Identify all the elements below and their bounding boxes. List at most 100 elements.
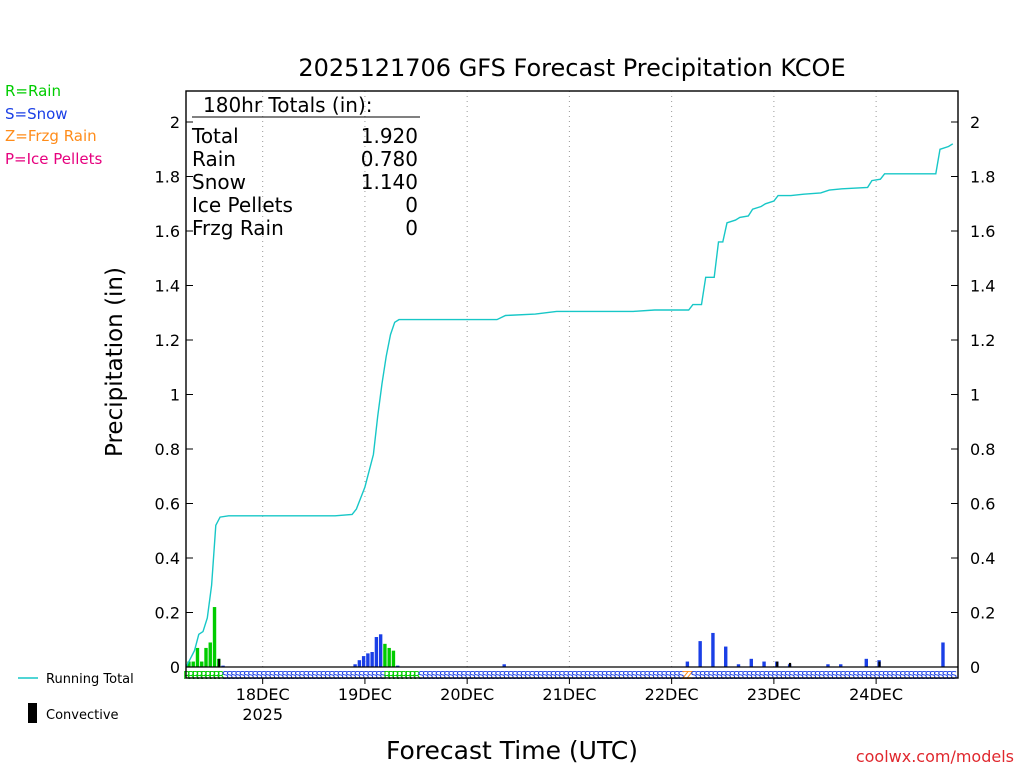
precip-bar [208,642,212,667]
ptype-marker: S [533,669,540,682]
ptype-marker: S [592,669,599,682]
ptype-marker: S [874,669,881,682]
ptype-marker: S [584,669,591,682]
y-tick-label-left: 0.8 [155,440,180,459]
ptype-marker: S [333,669,340,682]
precip-bar [378,634,383,667]
ptype-marker: S [337,669,344,682]
ptype-marker: S [848,669,855,682]
ptype-marker: S [507,669,514,682]
ptype-marker: S [925,669,932,682]
y-tick-label-left: 1.2 [155,331,180,350]
ptype-marker: S [482,669,489,682]
ptype-marker: S [639,669,646,682]
ptype-marker: R [204,669,212,682]
ptype-marker: S [857,669,864,682]
ptype-marker: S [286,669,293,682]
ptype-marker: S [307,669,314,682]
ptype-marker: S [891,669,898,682]
ptype-marker: S [690,669,697,682]
ptype-marker: S [669,669,676,682]
legend-running-total: Running Total [46,672,134,687]
running-total-line [185,143,954,668]
ptype-marker: S [929,669,936,682]
ptype-marker: R [392,669,400,682]
ptype-marker: S [678,669,685,682]
ptype-marker: S [273,669,280,682]
ptype-marker: S [750,669,757,682]
ptype-marker: S [903,669,910,682]
ptype-marker: S [912,669,919,682]
ptype-marker: S [324,669,331,682]
chart-title: 2025121706 GFS Forecast Precipitation KC… [298,54,845,82]
ptype-marker: S [567,669,574,682]
y-tick-label-right: 1.8 [970,168,995,187]
ptype-marker: R [192,669,200,682]
ptype-marker: S [367,669,374,682]
convective-bar [218,658,221,667]
ptype-marker: R [209,669,217,682]
ptype-marker: S [256,669,263,682]
precip-bar [941,642,945,667]
legend-frzg-rain: Z=Frzg Rain [5,127,97,145]
y-tick-label-right: 1 [970,386,980,405]
precip-bar [711,632,715,667]
ptype-marker: S [742,669,749,682]
precip-bar [502,664,506,667]
ptype-marker: S [797,669,804,682]
ptype-marker: S [908,669,915,682]
ptype-marker: S [801,669,808,682]
credit-link[interactable]: coolwx.com/models [856,747,1014,766]
precip-bar [396,665,400,667]
y-tick-label-right: 0.4 [970,549,995,568]
ptype-marker: R [187,669,195,682]
ptype-marker: S [341,669,348,682]
ptype-marker: S [239,669,246,682]
plot-frame [185,90,959,679]
ptype-marker: S [916,669,923,682]
ptype-marker: S [725,669,732,682]
legend-convective-swatch [28,703,37,723]
ptype-marker: S [375,669,382,682]
convective-bar [776,661,779,667]
y-tick-label-right: 1.6 [970,222,995,241]
ptype-marker: S [895,669,902,682]
ptype-marker: S [610,669,617,682]
ptype-marker: S [230,669,237,682]
precip-bar [221,665,225,667]
ptype-marker: S [699,669,706,682]
ptype-marker: S [865,669,872,682]
ptype-marker: S [503,669,510,682]
totals-row-label: Snow [192,170,246,194]
ptype-marker: S [635,669,642,682]
x-tick-label: 19DEC [338,685,392,704]
ptype-marker: S [938,669,945,682]
ptype-marker: S [260,669,267,682]
ptype-marker: S [494,669,501,682]
totals-row-label: Ice Pellets [192,193,293,217]
y-tick-label-left: 1.6 [155,222,180,241]
ptype-marker: S [580,669,587,682]
ptype-marker: S [614,669,621,682]
ptype-marker: S [754,669,761,682]
ptype-marker: S [252,669,259,682]
precip-bar [724,646,728,667]
ptype-marker: S [840,669,847,682]
ptype-marker: R [383,669,391,682]
ptype-marker: S [235,669,242,682]
legend-convective: Convective [46,708,119,723]
y-tick-label-right: 0.6 [970,495,995,514]
precip-bar [391,650,396,667]
x-tick-label: 24DEC [849,685,903,704]
ptype-marker: S [644,669,651,682]
precip-bar [749,658,753,667]
ptype-marker: S [443,669,450,682]
ptype-marker: S [933,669,940,682]
ptype-marker: S [358,669,365,682]
ptype-marker: R [213,669,221,682]
ptype-marker: S [299,669,306,682]
totals-row-label: Frzg Rain [192,216,284,240]
ptype-marker: S [729,669,736,682]
precip-bar [374,637,379,667]
